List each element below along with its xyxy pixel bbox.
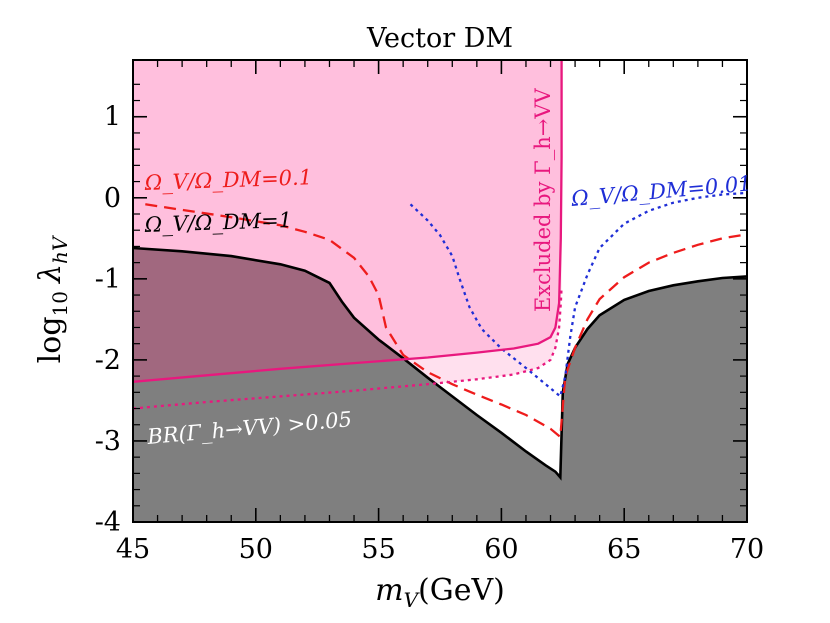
label-excluded: Excluded by Γ_h→VV <box>531 87 555 312</box>
x-tick-label: 60 <box>484 534 518 565</box>
y-tick-label: -2 <box>95 345 121 376</box>
y-tick-label: -3 <box>95 426 121 457</box>
y-tick-label: 1 <box>104 102 121 133</box>
region-fills <box>133 60 747 522</box>
label-relic-1: Ω_V/Ω_DM=1 <box>143 208 292 237</box>
x-tick-label: 45 <box>116 534 150 565</box>
y-axis-label: log10λhV <box>33 234 72 363</box>
label-relic-0-1: Ω_V/Ω_DM=0.1 <box>143 165 312 195</box>
series-line-2 <box>409 191 747 399</box>
series-line-3 <box>133 60 563 383</box>
x-tick-label: 70 <box>730 534 764 565</box>
chart-title: Vector DM <box>366 23 513 54</box>
ticks: 45 50 55 60 65 70 -4 -3 -2 -1 0 1 <box>95 60 764 565</box>
x-tick-label: 65 <box>607 534 641 565</box>
y-tick-label: -4 <box>95 507 121 538</box>
overlap-region <box>133 248 562 382</box>
label-relic-0-01: Ω_V/Ω_DM=0.01 <box>569 171 752 211</box>
series-line-0 <box>133 246 747 481</box>
curves <box>133 60 747 481</box>
x-axis-label: mV(GeV) <box>375 573 505 612</box>
x-tick-label: 50 <box>239 534 273 565</box>
series-line-4 <box>133 286 563 410</box>
series-line-1 <box>145 203 747 440</box>
y-tick-label: 0 <box>104 183 121 214</box>
x-tick-label: 55 <box>361 534 395 565</box>
plot-frame <box>132 59 748 523</box>
frame <box>132 59 748 523</box>
y-tick-label: -1 <box>95 264 121 295</box>
